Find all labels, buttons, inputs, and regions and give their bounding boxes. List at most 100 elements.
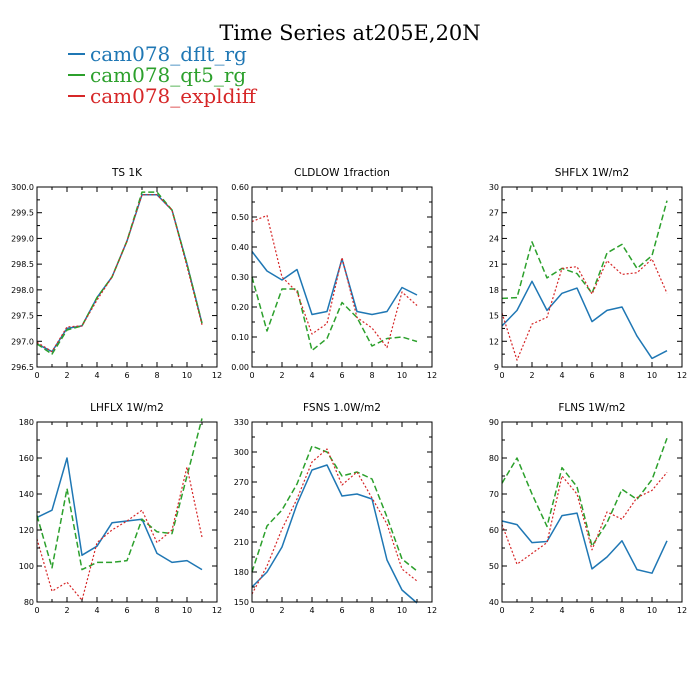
series-line-0 [36,193,203,353]
legend-label-qt5: cam078_qt5_rg [90,63,246,87]
series-line-2 [251,448,418,595]
series-line-1 [251,276,418,352]
panel-4: FSNS 1.0W/m2 0 2 4 6 8 10 12 150 180 210 240 270 300 3… [234,402,437,615]
panel-title: LHFLX 1W/m2 [90,402,164,414]
y-tick-label: 300 [234,448,249,457]
legend-item: cam078_expldiff [68,84,258,108]
panel-title: FLNS 1W/m2 [558,402,625,414]
y-tick-label: 150 [234,598,249,607]
x-tick-label: 10 [647,606,657,615]
y-tick-label: 120 [19,526,34,535]
y-tick-label: 50 [489,562,499,571]
legend-item: cam078_dflt_rg [68,42,247,66]
plot-frame [36,421,218,603]
y-tick-label: 0.30 [231,273,249,282]
series-line-2 [36,466,203,601]
plot-frame [501,421,683,603]
y-tick-label: 0.00 [231,363,249,372]
y-tick-label: 80 [489,454,499,463]
y-tick-label: 0.10 [231,333,249,342]
y-tick-label: 9 [494,363,499,372]
x-tick-label: 6 [589,606,594,615]
y-tick-label: 27 [489,209,499,218]
x-tick-label: 12 [427,371,437,380]
y-tick-label: 299.0 [11,234,34,243]
panel-3: LHFLX 1W/m2 0 2 4 6 8 10 12 80 100 120 140 160 180 [19,402,222,615]
plot-frame [501,186,683,368]
y-tick-label: 300.0 [11,183,34,192]
x-tick-label: 2 [64,606,69,615]
x-tick-label: 4 [559,606,564,615]
x-tick-label: 4 [559,371,564,380]
panels: TS 1K0 2 4 6 8 10 12296.5297.0297.5298.0298.52… [11,167,687,615]
y-tick-label: 210 [234,538,249,547]
y-tick-label: 297.5 [11,312,34,321]
y-tick-label: 298.5 [11,260,34,269]
x-tick-label: 8 [369,606,374,615]
y-tick-label: 0.50 [231,213,249,222]
y-tick-label: 30 [489,183,499,192]
x-tick-label: 10 [397,606,407,615]
x-tick-label: 12 [212,371,222,380]
x-tick-label: 2 [279,606,284,615]
x-tick-label: 4 [94,371,99,380]
y-tick-label: 270 [234,478,249,487]
series-line-2 [36,194,203,353]
x-tick-label: 12 [677,606,687,615]
y-tick-label: 140 [19,490,34,499]
panel-1: CLDLOW 1fraction 0 2 4 6 8 10 12 0.00 0.10 0.20 0.3… [231,167,437,380]
panel-title: FSNS 1.0W/m2 [303,402,381,414]
x-tick-label: 4 [94,606,99,615]
plot-frame [251,186,433,368]
x-tick-label: 6 [124,371,129,380]
y-tick-label: 180 [19,418,34,427]
y-tick-label: 0.60 [231,183,249,192]
y-tick-label: 296.5 [11,363,34,372]
x-tick-label: 2 [64,371,69,380]
x-tick-label: 8 [619,371,624,380]
x-tick-label: 8 [154,606,159,615]
x-tick-label: 8 [369,371,374,380]
y-tick-label: 160 [19,454,34,463]
x-tick-label: 12 [212,606,222,615]
series-line-0 [36,457,203,571]
x-tick-label: 10 [182,371,192,380]
series-line-0 [501,512,668,574]
series-line-1 [501,437,668,547]
x-tick-label: 0 [249,371,254,380]
x-tick-label: 10 [647,371,657,380]
x-tick-label: 12 [427,606,437,615]
x-tick-label: 0 [499,606,504,615]
y-tick-label: 90 [489,418,499,427]
y-tick-label: 24 [489,234,499,243]
x-tick-label: 8 [154,371,159,380]
series-line-1 [36,418,203,571]
x-tick-label: 6 [339,606,344,615]
x-tick-label: 0 [34,606,39,615]
series-line-1 [251,445,418,573]
y-tick-label: 240 [234,508,249,517]
y-tick-label: 0.20 [231,303,249,312]
x-tick-label: 2 [279,371,284,380]
series-line-1 [36,191,203,355]
panel-0: TS 1K 0 2 4 6 8 10 12 296.5 297.0 297.5 298.0 298.5 2… [11,167,222,380]
x-tick-label: 2 [529,371,534,380]
x-tick-label: 0 [34,371,39,380]
series-line-0 [251,464,418,604]
y-tick-label: 12 [489,337,499,346]
legend-label-expldiff: cam078_expldiff [90,84,258,108]
x-tick-label: 2 [529,606,534,615]
x-tick-label: 6 [589,371,594,380]
y-tick-label: 70 [489,490,499,499]
x-tick-label: 4 [309,371,314,380]
y-tick-label: 100 [19,562,34,571]
y-tick-label: 299.5 [11,209,34,218]
x-tick-label: 12 [677,371,687,380]
series-line-2 [251,214,418,349]
y-tick-label: 330 [234,418,249,427]
panel-5: FLNS 1W/m2 0 2 4 6 8 10 12 40 50 60 70 80 90 [489,402,687,615]
plot-frame [251,421,433,603]
y-tick-label: 40 [489,598,499,607]
panel-title: SHFLX 1W/m2 [555,167,630,179]
x-tick-label: 4 [309,606,314,615]
